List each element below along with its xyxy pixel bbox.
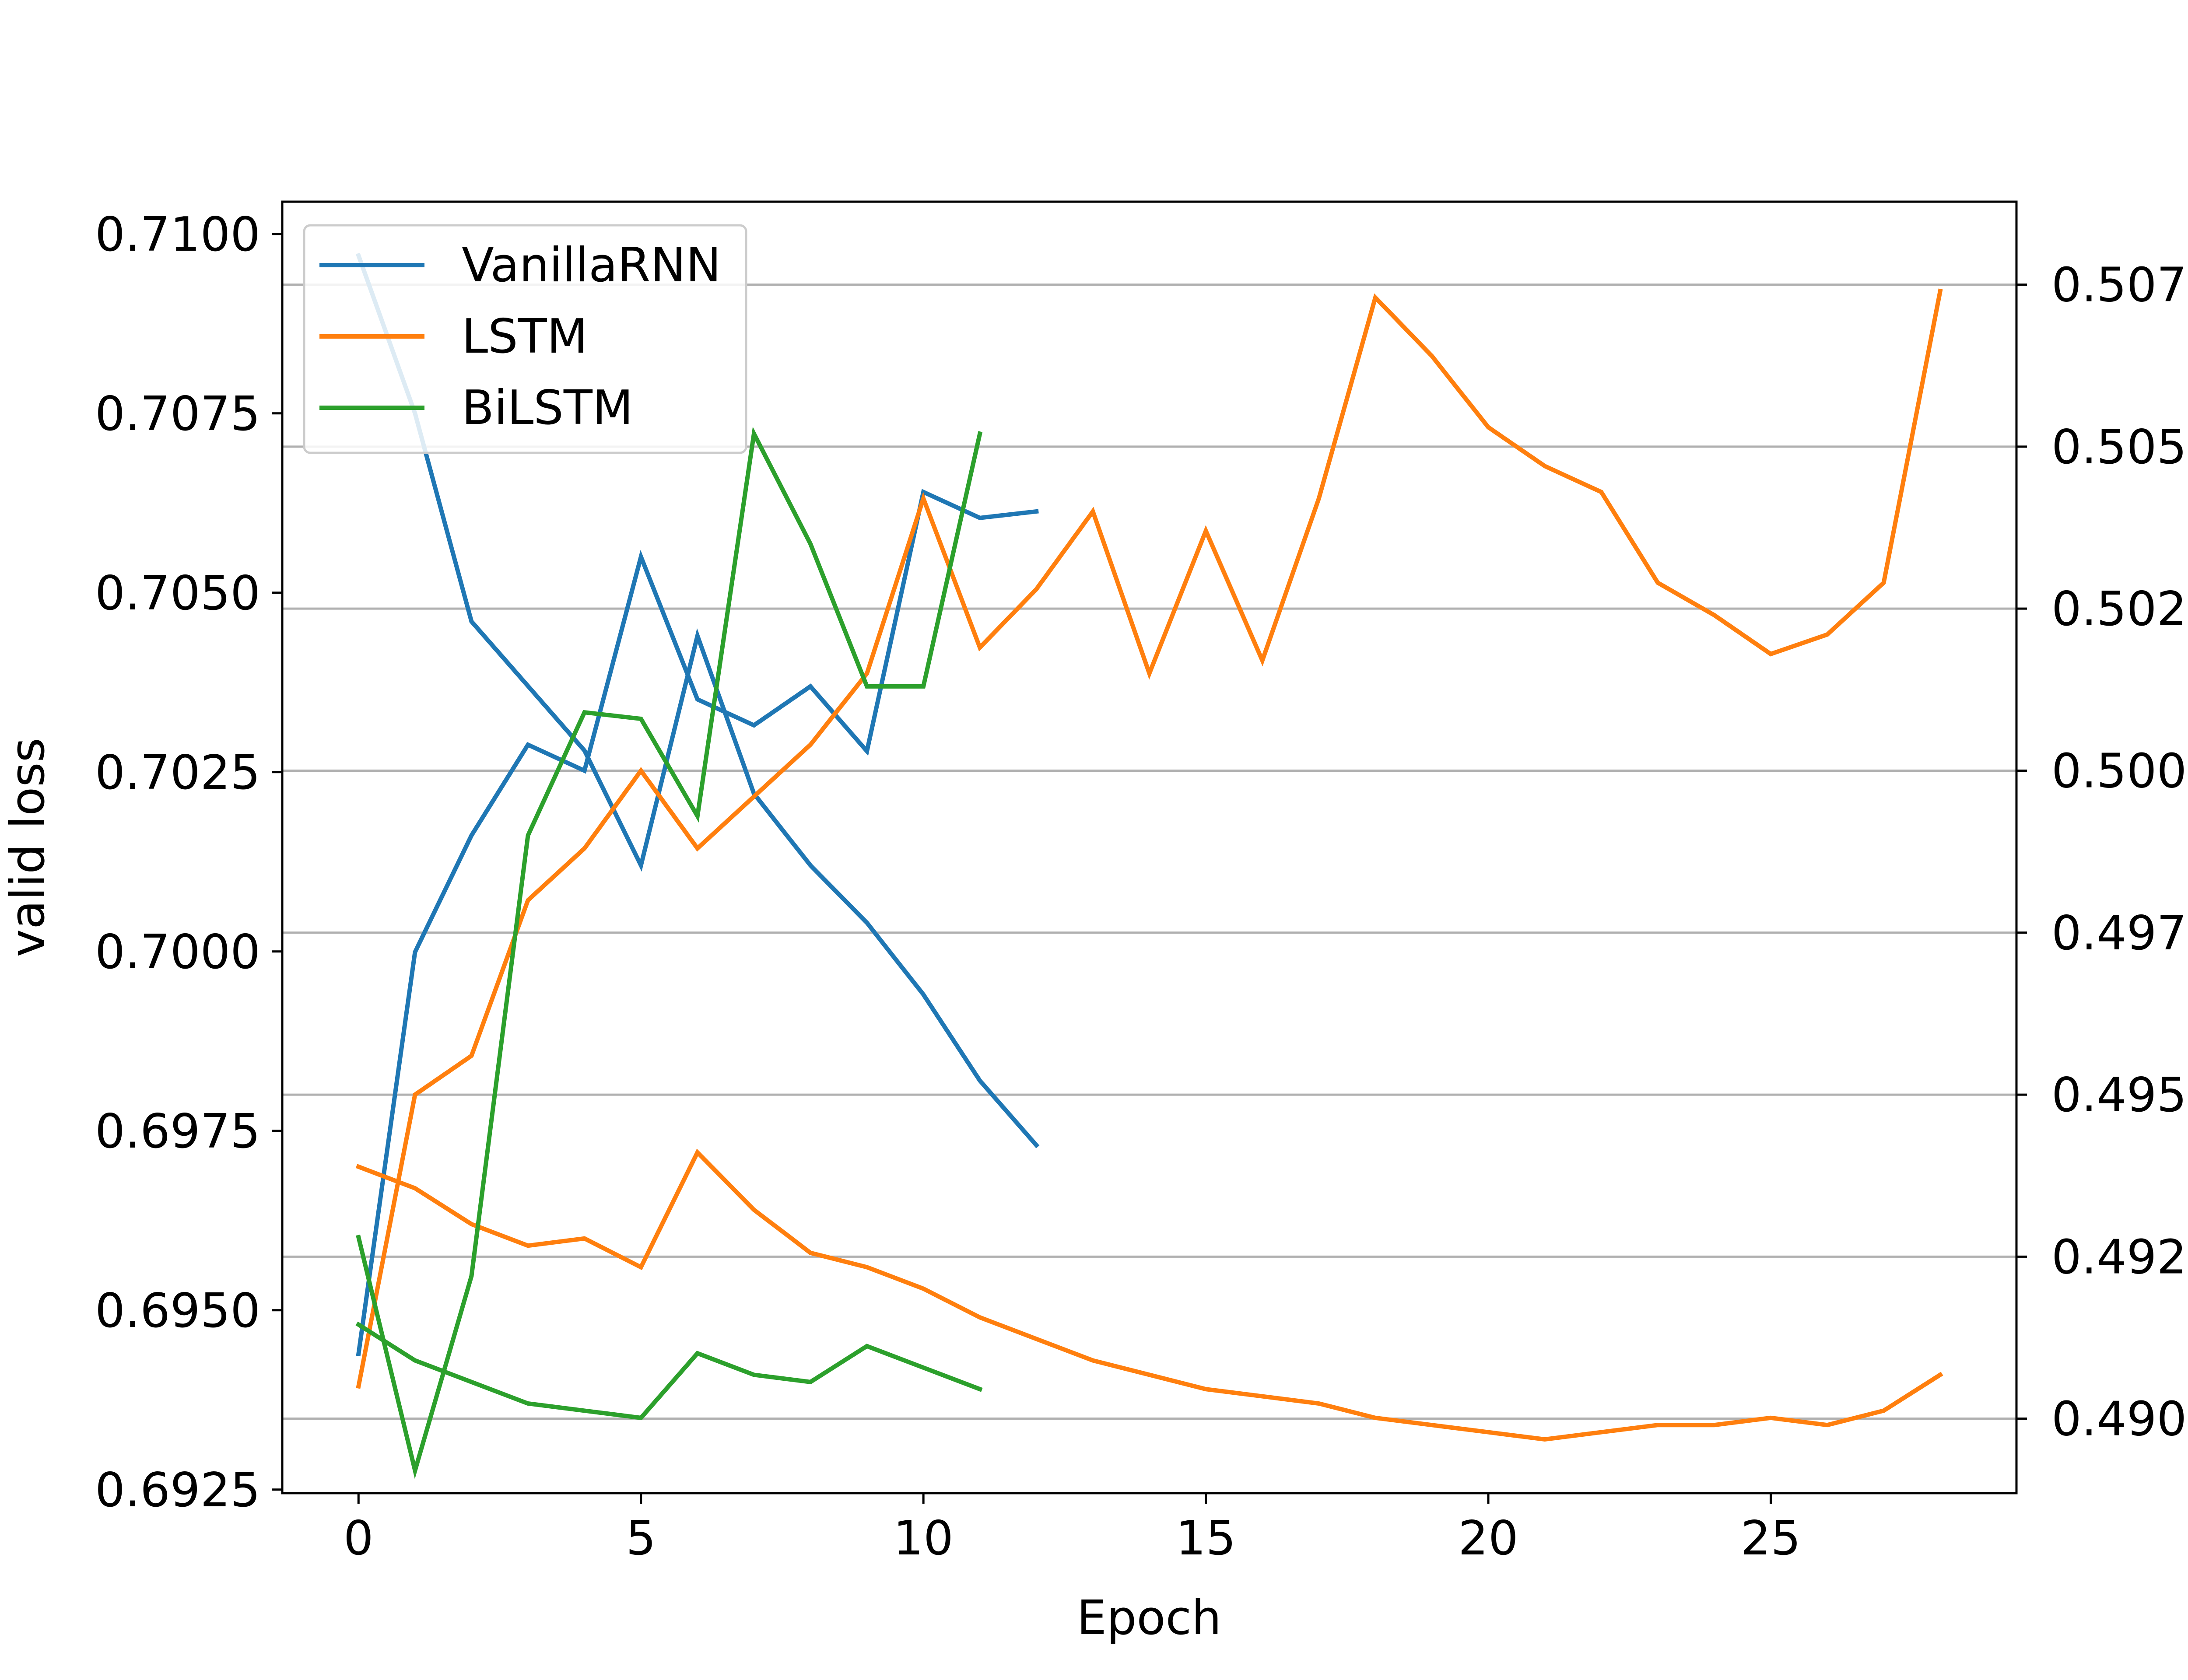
- y-axis-title-left: valid loss: [0, 738, 55, 957]
- legend-label-bilstm: BiLSTM: [462, 381, 633, 435]
- y-right-tick-label: 0.4925: [2051, 1230, 2188, 1284]
- y-right-tick-label: 0.5075: [2051, 258, 2188, 313]
- legend: VanillaRNN LSTM BiLSTM: [303, 224, 747, 454]
- series-lstm-left: [355, 1148, 1943, 1442]
- legend-label-vanillarnn: VanillaRNN: [462, 238, 721, 293]
- y-right-tick-label: 0.4975: [2051, 906, 2188, 961]
- series-lstm-right: [356, 288, 1943, 1389]
- y-left-tick-label: 0.7025: [95, 746, 260, 800]
- y-right-tick-label: 0.5025: [2051, 582, 2188, 637]
- x-tick-label: 5: [626, 1511, 656, 1566]
- y-left-tick-label: 0.7100: [95, 207, 260, 262]
- x-tick-label: 25: [1741, 1511, 1801, 1566]
- x-tick-label: 15: [1176, 1511, 1236, 1566]
- legend-frame: [303, 224, 747, 454]
- y-left-tick-label: 0.7000: [95, 925, 260, 980]
- series-bilstm-left: [355, 1321, 983, 1421]
- legend-label-lstm: LSTM: [462, 309, 588, 364]
- x-axis-title: Epoch: [1077, 1591, 1222, 1645]
- axis-ticks: 0 5 10 15 20 25 0.6925 0.6950 0.6975 0.7000 0.7025…: [95, 207, 2188, 1566]
- series-lines: [355, 252, 1943, 1479]
- series-bilstm-right: [356, 427, 983, 1479]
- y-left-tick-label: 0.6950: [95, 1284, 260, 1338]
- y-left-tick-label: 0.6925: [95, 1463, 260, 1518]
- series-vanillarnn-right: [356, 489, 1039, 1357]
- plot-frame: [281, 200, 2018, 1494]
- y-left-tick-label: 0.7075: [95, 387, 260, 441]
- x-tick-label: 10: [893, 1511, 953, 1566]
- y-left-tick-label: 0.6975: [95, 1104, 260, 1159]
- x-tick-label: 20: [1458, 1511, 1518, 1566]
- y-left-tick-label: 0.7050: [95, 566, 260, 621]
- series-vanillarnn-left: [355, 252, 1040, 1148]
- x-tick-label: 0: [344, 1511, 374, 1566]
